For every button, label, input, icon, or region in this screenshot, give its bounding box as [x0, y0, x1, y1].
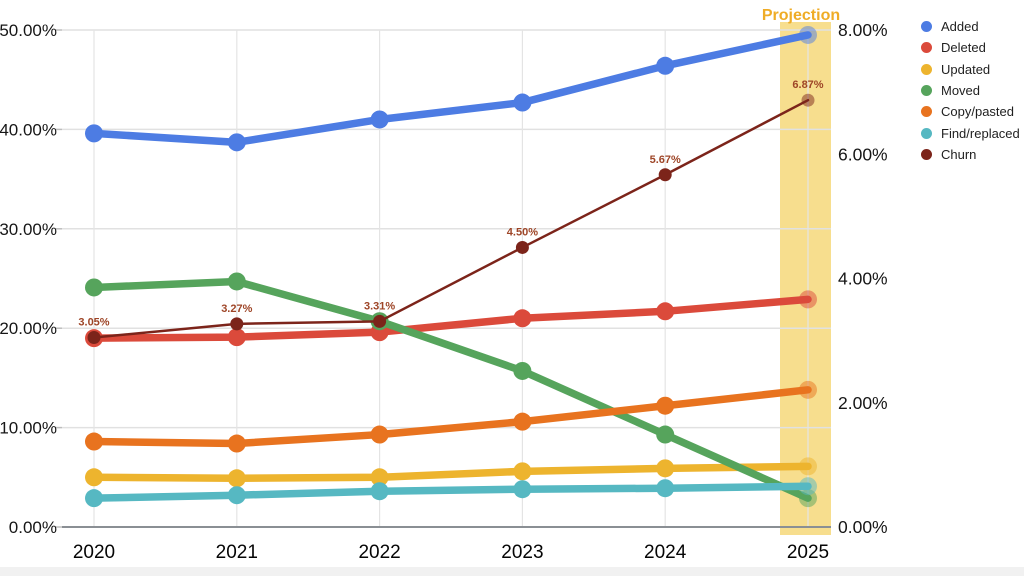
legend-label: Deleted: [941, 40, 986, 56]
series-point-deleted-2025: [799, 290, 817, 309]
legend-item-deleted: Deleted: [921, 37, 1020, 58]
series-point-added-2022: [370, 110, 389, 129]
series-line-added: [90, 31, 812, 147]
series-point-moved-2024: [656, 425, 675, 444]
legend-label: Updated: [941, 61, 991, 77]
series-line-updated: [90, 462, 812, 483]
left-axis-label: 30.00%: [0, 220, 57, 239]
series-line-copy-pasted: [90, 386, 812, 448]
legend-dot-added: [921, 21, 932, 33]
series-point-moved-2023: [513, 361, 532, 380]
legend-dot-copy-pasted: [921, 106, 932, 118]
series-point-copy-pasted-2020: [85, 432, 103, 451]
series-point-copy-pasted-2024: [656, 396, 675, 415]
legend-dot-find-replaced: [921, 127, 932, 139]
legend-dot-churn: [921, 148, 932, 160]
legend-label: Find/replaced: [941, 125, 1020, 141]
series-point-copy-pasted-2025: [799, 380, 817, 399]
legend-label: Copy/pasted: [941, 104, 1014, 120]
legend-label: Churn: [941, 146, 977, 162]
series-point-updated-2024: [656, 459, 675, 478]
x-axis-label: 2024: [644, 542, 687, 563]
x-axis-label: 2023: [501, 542, 543, 563]
series-point-updated-2020: [85, 468, 103, 487]
legend-dot-updated: [921, 63, 932, 75]
series-point-copy-pasted-2022: [370, 425, 389, 444]
series-point-find-replaced-2024: [656, 479, 675, 498]
legend-item-added: Added: [921, 16, 1020, 37]
legend-item-churn: Churn: [921, 144, 1020, 165]
series-line-churn: [92, 98, 810, 339]
series-point-churn-2020: [87, 331, 101, 345]
series-point-deleted-2024: [656, 302, 675, 321]
series-point-churn-2025: [801, 93, 815, 107]
legend-item-updated: Updated: [921, 59, 1020, 80]
series-point-find-replaced-2020: [85, 489, 103, 508]
x-axis-label: 2021: [216, 542, 258, 563]
series-point-copy-pasted-2021: [227, 434, 246, 453]
series-point-updated-2025: [799, 457, 817, 476]
series-point-moved-2021: [227, 272, 246, 291]
series-point-find-replaced-2021: [227, 486, 246, 505]
legend-item-moved: Moved: [921, 80, 1020, 101]
series-point-updated-2022: [370, 468, 389, 487]
series-point-added-2025: [799, 25, 817, 44]
churn-point-label-2025: 6.87%: [792, 79, 823, 91]
series-point-churn-2024: [658, 168, 672, 182]
left-axis-label: 10.00%: [0, 419, 57, 438]
right-axis-label: 2.00%: [838, 393, 888, 413]
series-point-added-2023: [513, 93, 532, 112]
churn-point-label-2024: 5.67%: [650, 154, 681, 166]
legend-item-find-replaced: Find/replaced: [921, 122, 1020, 143]
legend-dot-deleted: [921, 42, 932, 54]
legend-label: Added: [941, 19, 979, 35]
x-axis-label: 2022: [358, 542, 400, 563]
churn-point-label-2022: 3.31%: [364, 300, 395, 312]
chart-legend: Added Deleted Updated Moved Copy/pasted Find/…: [921, 16, 1020, 165]
left-axis-label: 0.00%: [9, 518, 57, 537]
series-point-deleted-2023: [513, 309, 532, 328]
right-axis-label: 6.00%: [838, 144, 888, 164]
series-point-added-2020: [85, 124, 103, 143]
projection-band: [780, 22, 831, 535]
series-point-copy-pasted-2023: [513, 412, 532, 431]
x-axis-label: 2025: [787, 542, 829, 563]
series-point-find-replaced-2025: [799, 477, 817, 496]
series-point-deleted-2021: [227, 328, 246, 347]
legend-label: Moved: [941, 83, 981, 99]
x-axis-label: 2020: [73, 542, 115, 563]
legend-item-copy-pasted: Copy/pasted: [921, 101, 1020, 122]
churn-point-label-2023: 4.50%: [507, 226, 538, 238]
left-axis-label: 20.00%: [0, 319, 57, 338]
series-point-updated-2021: [227, 469, 246, 488]
series-line-moved: [90, 277, 812, 502]
right-axis-label: 4.00%: [838, 269, 888, 289]
right-axis-label: 8.00%: [838, 20, 888, 40]
series-point-find-replaced-2023: [513, 480, 532, 499]
legend-dot-moved: [921, 85, 932, 97]
left-axis-label: 40.00%: [0, 120, 57, 139]
right-axis-label: 0.00%: [838, 517, 888, 537]
churn-point-label-2020: 3.05%: [78, 317, 109, 329]
series-point-churn-2023: [515, 240, 529, 254]
series-line-deleted: [90, 295, 812, 342]
projection-label: Projection: [762, 7, 840, 24]
series-line-find-replaced: [90, 482, 812, 502]
left-axis-label: 50.00%: [0, 21, 57, 40]
series-point-churn-2022: [373, 314, 387, 328]
series-point-find-replaced-2022: [370, 482, 389, 501]
series-point-added-2024: [656, 56, 675, 75]
series-point-added-2021: [227, 133, 246, 152]
series-point-moved-2020: [85, 278, 103, 297]
series-point-churn-2021: [230, 317, 244, 331]
series-point-updated-2023: [513, 462, 532, 481]
bottom-strip: [0, 567, 1024, 576]
churn-point-label-2021: 3.27%: [221, 303, 252, 315]
